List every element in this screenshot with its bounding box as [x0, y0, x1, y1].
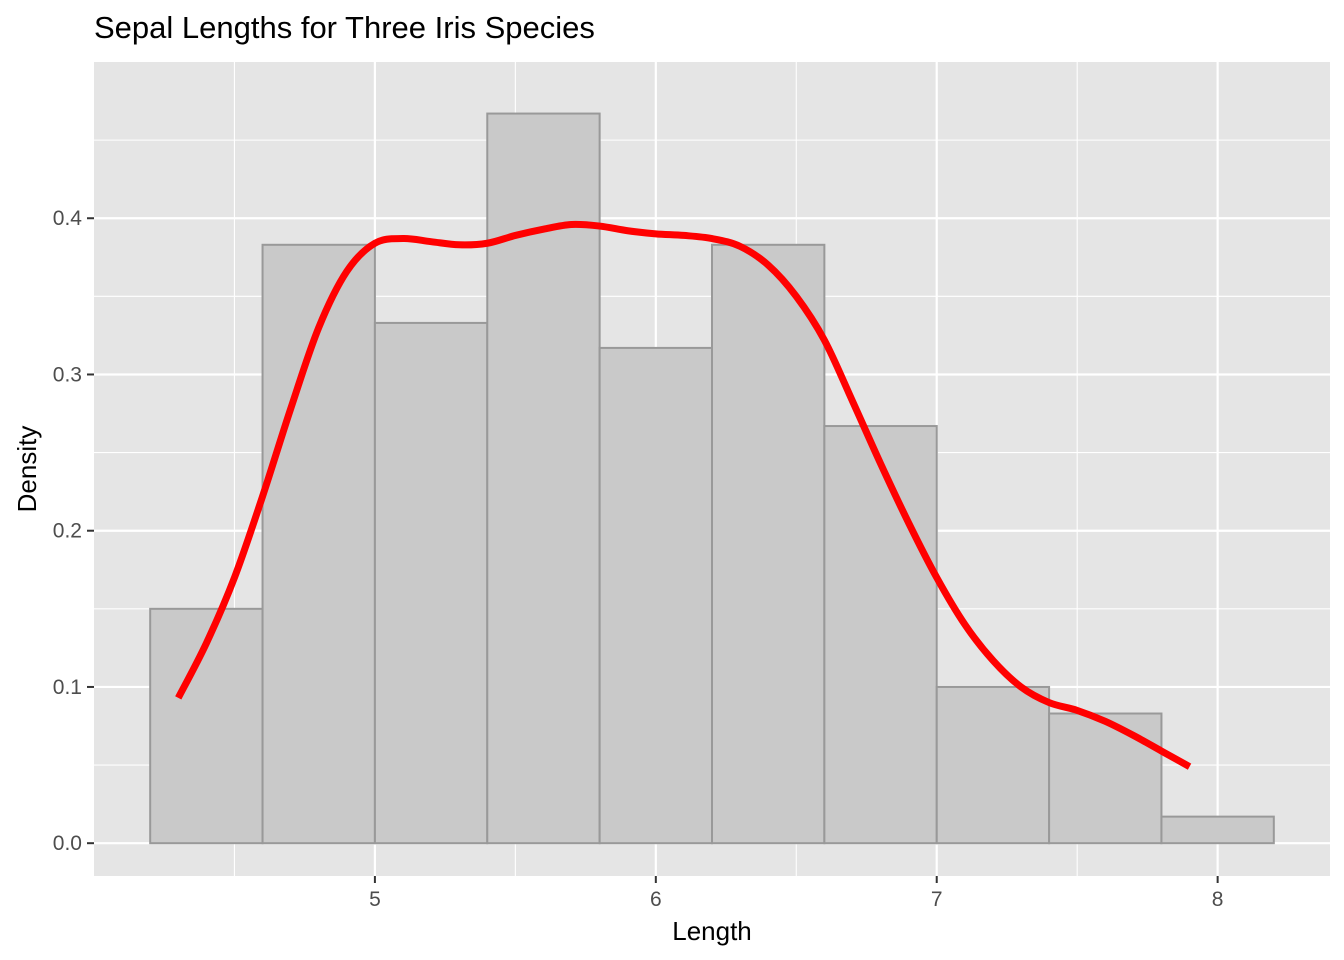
histogram-bar — [261, 243, 376, 845]
y-tick-label: 0.2 — [53, 520, 82, 543]
x-tick-label: 6 — [650, 888, 662, 911]
x-axis: 5 6 7 8 — [369, 876, 1223, 911]
y-axis: 0.0 0.1 0.2 0.3 0.4 — [53, 207, 94, 855]
histogram-bar — [711, 243, 826, 845]
histogram-bar — [373, 321, 489, 845]
histogram-bar — [598, 346, 713, 845]
x-tick-label: 5 — [369, 888, 381, 911]
y-tick-label: 0.1 — [53, 676, 82, 699]
histogram-bars — [149, 112, 1275, 845]
y-tick-label: 0.0 — [53, 832, 82, 855]
density-curve — [175, 220, 1192, 770]
chart-title: Sepal Lengths for Three Iris Species — [94, 10, 595, 45]
y-axis-label: Density — [12, 426, 42, 513]
y-tick-label: 0.3 — [53, 363, 82, 386]
histogram-bar — [1048, 712, 1163, 845]
y-tick-label: 0.4 — [53, 207, 83, 230]
histogram-bar — [1160, 815, 1275, 845]
histogram-bar — [935, 685, 1051, 845]
histogram-bar — [823, 425, 938, 845]
x-tick-label: 7 — [931, 888, 943, 911]
x-axis-label: Length — [672, 916, 752, 946]
x-tick-label: 8 — [1212, 888, 1224, 911]
